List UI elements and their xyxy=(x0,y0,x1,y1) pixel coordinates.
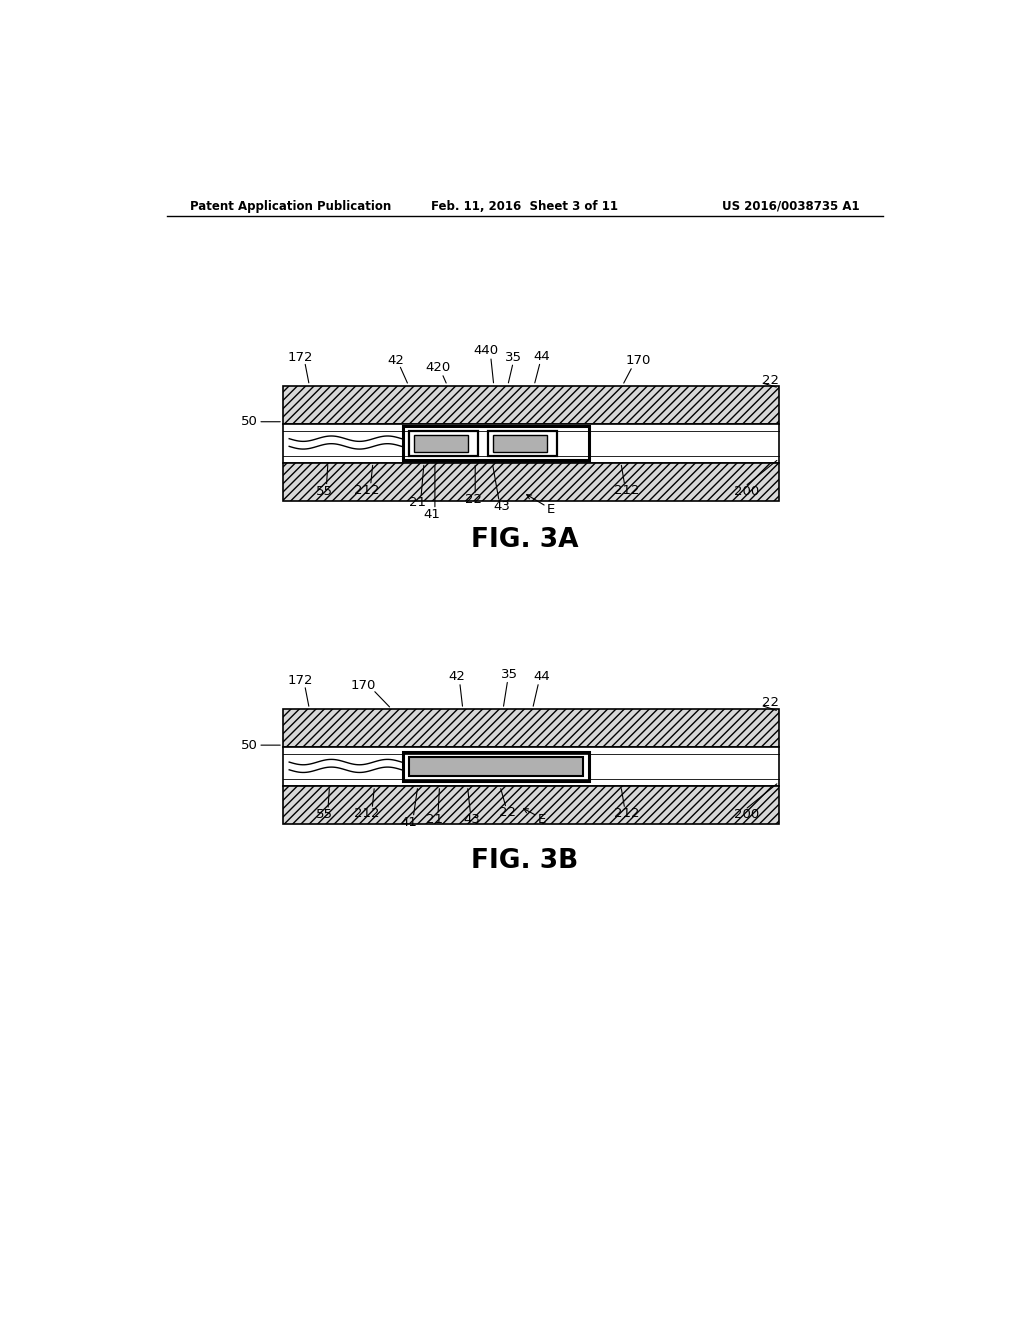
Text: FIG. 3A: FIG. 3A xyxy=(471,527,579,553)
Bar xyxy=(488,430,557,455)
Text: Feb. 11, 2016  Sheet 3 of 11: Feb. 11, 2016 Sheet 3 of 11 xyxy=(431,199,618,213)
Text: 212: 212 xyxy=(614,807,640,820)
Text: 170: 170 xyxy=(626,354,650,367)
Text: 50: 50 xyxy=(241,416,257,428)
Text: 43: 43 xyxy=(464,813,480,825)
Text: 44: 44 xyxy=(534,350,550,363)
Text: Patent Application Publication: Patent Application Publication xyxy=(190,199,391,213)
Text: 420: 420 xyxy=(425,362,451,375)
Bar xyxy=(410,758,583,776)
Text: 44: 44 xyxy=(534,671,550,684)
Text: FIG. 3B: FIG. 3B xyxy=(471,847,579,874)
Text: 55: 55 xyxy=(316,484,334,498)
Text: 35: 35 xyxy=(501,668,518,681)
Text: 35: 35 xyxy=(506,351,522,363)
Text: US 2016/0038735 A1: US 2016/0038735 A1 xyxy=(722,199,859,213)
Text: 22: 22 xyxy=(500,807,516,820)
Text: 21: 21 xyxy=(426,813,443,825)
Text: 440: 440 xyxy=(473,345,499,358)
Text: 22: 22 xyxy=(762,374,779,387)
Text: 200: 200 xyxy=(734,808,759,821)
Text: 212: 212 xyxy=(354,807,380,820)
Bar xyxy=(283,785,779,825)
Text: 43: 43 xyxy=(494,500,510,513)
Text: 22: 22 xyxy=(465,492,482,506)
Bar xyxy=(283,424,779,462)
Text: 200: 200 xyxy=(734,484,759,498)
Text: 172: 172 xyxy=(288,351,312,363)
Text: 50: 50 xyxy=(241,739,257,751)
Text: 172: 172 xyxy=(288,675,312,686)
Bar xyxy=(493,434,547,451)
Bar xyxy=(283,462,779,502)
Text: 22: 22 xyxy=(762,696,779,709)
Text: 55: 55 xyxy=(316,808,334,821)
Text: E: E xyxy=(538,813,546,825)
Text: 41: 41 xyxy=(423,508,440,520)
Text: 212: 212 xyxy=(614,483,640,496)
Text: 42: 42 xyxy=(449,671,465,684)
Bar xyxy=(403,752,589,781)
Bar xyxy=(283,385,779,424)
Bar xyxy=(414,434,468,451)
Text: 170: 170 xyxy=(351,678,376,692)
Text: 212: 212 xyxy=(354,483,380,496)
Bar xyxy=(283,747,779,785)
Text: 41: 41 xyxy=(400,816,417,829)
Bar xyxy=(283,709,779,747)
Text: 21: 21 xyxy=(410,496,426,510)
Text: 42: 42 xyxy=(387,354,403,367)
Text: E: E xyxy=(547,503,555,516)
Bar xyxy=(403,426,589,461)
Bar xyxy=(410,430,477,455)
